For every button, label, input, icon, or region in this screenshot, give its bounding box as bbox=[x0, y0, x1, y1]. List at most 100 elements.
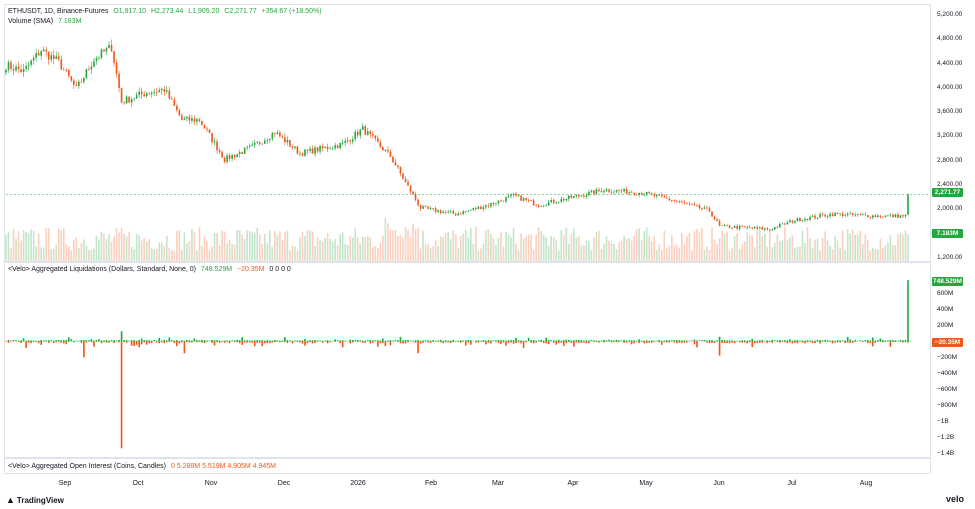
liquidation-short-bar bbox=[324, 341, 326, 342]
liquidation-short-bar bbox=[495, 341, 497, 342]
liquidation-long-bar bbox=[105, 340, 108, 341]
candle bbox=[628, 192, 630, 194]
volume-bar bbox=[158, 242, 161, 261]
liquidation-long-bar bbox=[165, 340, 168, 341]
candle bbox=[422, 206, 424, 209]
candle bbox=[22, 68, 25, 72]
volume-bar bbox=[904, 230, 907, 261]
liquidation-long-bar bbox=[417, 340, 419, 341]
liquidation-long-bar bbox=[517, 340, 520, 341]
candle bbox=[598, 189, 600, 191]
tradingview-logo[interactable]: ▲ TradingView bbox=[6, 495, 64, 505]
liquidation-short-bar bbox=[530, 341, 532, 343]
candle bbox=[846, 213, 849, 216]
liquidation-long-bar bbox=[899, 339, 902, 341]
volume-bar bbox=[27, 233, 30, 261]
volume-bar bbox=[776, 234, 779, 261]
candle bbox=[711, 211, 713, 217]
volume-bar bbox=[658, 244, 661, 261]
volume-bar bbox=[429, 248, 432, 261]
liquidation-long-bar bbox=[477, 340, 480, 341]
liquidation-long-bar bbox=[176, 340, 178, 341]
candle bbox=[289, 140, 291, 147]
liquidation-long-bar bbox=[309, 340, 311, 341]
symbol-label[interactable]: ETHUSDT, 1D, Binance-Futures bbox=[8, 8, 109, 15]
liquidation-short-bar bbox=[849, 341, 852, 343]
liquidation-short-bar bbox=[90, 341, 93, 343]
price-axis-label: 3,200.00 bbox=[937, 132, 963, 139]
liquidation-long-bar bbox=[668, 340, 671, 341]
liquidation-short-bar bbox=[274, 341, 276, 343]
open-interest-pane[interactable] bbox=[4, 458, 931, 474]
candle bbox=[251, 144, 254, 146]
liquidation-short-bar bbox=[688, 341, 691, 342]
volume-bar bbox=[88, 249, 90, 261]
candle bbox=[10, 62, 12, 69]
candle bbox=[326, 146, 329, 149]
liquidation-long-bar bbox=[452, 339, 455, 341]
candle bbox=[640, 192, 643, 195]
liquidation-long-bar bbox=[374, 340, 377, 341]
liquidation-long-bar bbox=[62, 340, 65, 341]
liquidation-long-bar bbox=[188, 340, 191, 341]
liquidation-long-bar bbox=[839, 340, 841, 341]
volume-bar bbox=[168, 247, 171, 261]
candle bbox=[417, 199, 419, 206]
price-axis-label: 1,200.00 bbox=[937, 254, 963, 261]
liquidation-short-bar bbox=[45, 341, 48, 342]
liq-axis-label: −1.4B bbox=[937, 450, 955, 457]
volume-bar bbox=[540, 230, 542, 261]
liquidation-long-bar bbox=[274, 340, 276, 341]
candle bbox=[55, 56, 58, 59]
liquidation-long-bar bbox=[625, 340, 628, 341]
candle bbox=[226, 155, 228, 162]
candle bbox=[414, 194, 417, 200]
liquidation-long-bar bbox=[284, 337, 286, 341]
liquidation-short-bar bbox=[814, 341, 816, 344]
liquidation-short-bar bbox=[580, 341, 583, 343]
liquidation-short-bar bbox=[756, 341, 759, 344]
price-pane[interactable] bbox=[4, 4, 931, 262]
liquidation-long-bar bbox=[145, 340, 148, 341]
candle bbox=[776, 227, 779, 228]
candle bbox=[490, 203, 492, 207]
liquidation-short-bar bbox=[301, 341, 304, 344]
liquidation-long-bar bbox=[42, 340, 45, 341]
liquidation-short-bar bbox=[799, 341, 801, 342]
candle bbox=[500, 200, 502, 202]
liquidation-short-bar bbox=[196, 341, 198, 343]
high-value: H2,273.44 bbox=[150, 8, 184, 15]
time-axis-label: Sep bbox=[58, 480, 72, 487]
candle bbox=[165, 90, 168, 92]
liquidation-long-bar bbox=[286, 340, 289, 341]
candle bbox=[869, 217, 872, 219]
liquidation-long-bar bbox=[693, 339, 696, 341]
volume-bar bbox=[7, 231, 10, 261]
candle bbox=[502, 200, 505, 202]
volume-bar bbox=[859, 230, 862, 261]
volume-bar bbox=[309, 230, 311, 261]
price-axis-label: 5,200.00 bbox=[937, 11, 963, 18]
volume-bar bbox=[507, 234, 510, 261]
candle bbox=[673, 200, 676, 202]
liquidation-short-bar bbox=[417, 341, 419, 354]
liquidation-short-bar bbox=[708, 341, 711, 344]
volume-label[interactable]: Volume (SMA) bbox=[8, 18, 54, 25]
liquidation-long-bar bbox=[138, 339, 140, 341]
liquidations-label[interactable]: <Velo> Aggregated Liquidations (Dollars,… bbox=[8, 266, 196, 273]
liquidation-short-bar bbox=[258, 341, 261, 343]
liquidations-pane[interactable] bbox=[4, 262, 931, 458]
liquidation-long-bar bbox=[90, 339, 93, 341]
liquidation-short-bar bbox=[311, 341, 314, 344]
liquidation-short-bar bbox=[118, 341, 120, 343]
candle bbox=[794, 220, 796, 223]
candle bbox=[369, 131, 372, 134]
candle bbox=[336, 145, 339, 149]
liquidation-short-bar bbox=[110, 341, 113, 342]
liquidation-long-bar bbox=[821, 340, 824, 341]
open-interest-label[interactable]: <Velo> Aggregated Open Interest (Coins, … bbox=[8, 463, 166, 470]
liquidation-short-bar bbox=[291, 341, 294, 344]
liquidation-short-bar bbox=[610, 341, 613, 343]
liquidation-short-bar bbox=[899, 341, 902, 342]
